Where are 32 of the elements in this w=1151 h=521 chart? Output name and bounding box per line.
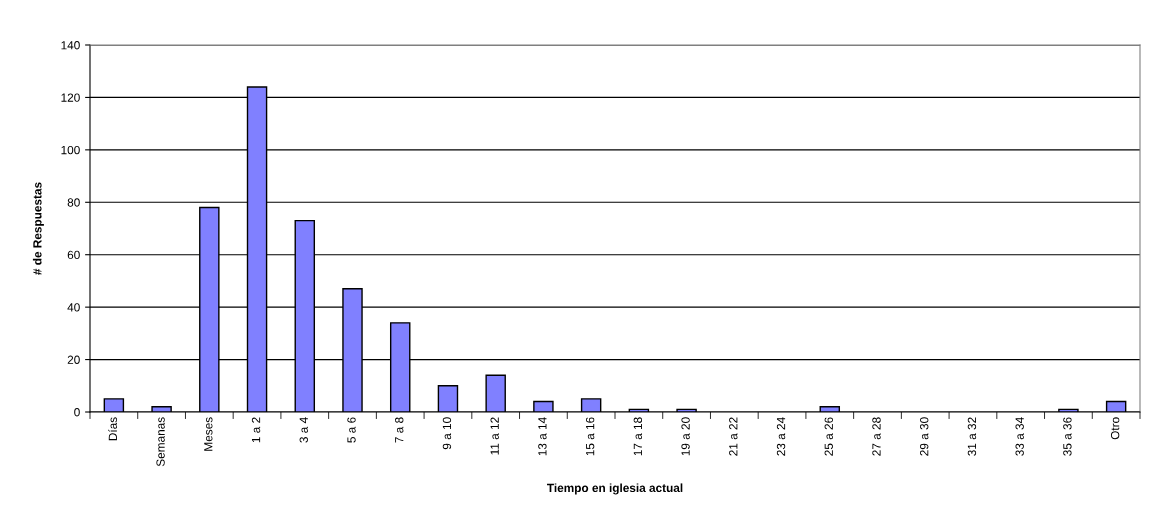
x-axis-title: Tiempo en iglesia actual	[547, 483, 683, 495]
x-tick-label: 21 a 22	[729, 417, 738, 456]
x-tick-label: 9 a 10	[442, 417, 452, 450]
x-tick-label: Otro	[1110, 417, 1120, 440]
x-tick-label: 29 a 30	[920, 417, 929, 456]
x-tick-label: 1 a 2	[251, 417, 261, 443]
x-tick-label: 31 a 32	[967, 417, 977, 456]
x-tick-label: Meses	[204, 417, 213, 451]
y-tick-label: 120	[61, 93, 80, 102]
y-tick-label: 80	[67, 198, 80, 207]
x-tick-label: 33 a 34	[1015, 417, 1024, 456]
x-tick-label: 35 a 36	[1063, 417, 1072, 456]
y-tick-label: 60	[67, 250, 80, 260]
x-tick-label: 19 a 20	[681, 417, 690, 456]
y-tick-label: 0	[74, 408, 80, 417]
x-tick-label: 5 a 6	[347, 417, 356, 443]
x-tick-label: Días	[108, 417, 118, 441]
x-tick-label: 27 a 28	[872, 417, 881, 456]
x-tick-label: Semanas	[156, 417, 165, 467]
x-tick-label: 3 a 4	[299, 417, 308, 443]
x-tick-label: 23 a 24	[776, 417, 786, 456]
x-tick-label: 7 a 8	[395, 417, 404, 443]
y-tick-label: 20	[67, 355, 80, 364]
y-axis-title: # de Respuestas	[32, 182, 44, 275]
y-tick-label: 40	[67, 303, 80, 312]
x-tick-label: 17 a 18	[633, 417, 643, 456]
x-tick-label: 13 a 14	[538, 417, 547, 456]
y-tick-label: 100	[61, 145, 80, 155]
x-tick-label: 11 a 12	[490, 417, 499, 455]
x-tick-label: 25 a 26	[824, 417, 833, 456]
x-tick-label: 15 a 16	[585, 417, 595, 456]
y-tick-label: 140	[61, 41, 80, 50]
